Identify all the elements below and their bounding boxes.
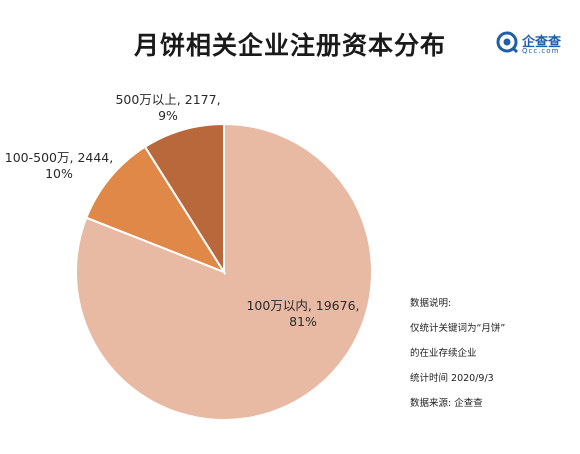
brand-logo: 企查查 Qcc.com xyxy=(496,31,574,57)
slice-label-over-5m-line2: 9% xyxy=(158,108,178,123)
chart-title: 月饼相关企业注册资本分布 xyxy=(133,31,446,60)
notes-scope: 的在业存续企业 xyxy=(410,348,477,359)
slice-label-under-1m-line1: 100万以内, 19676, xyxy=(246,298,360,313)
slice-label-1m-5m: 100-500万, 2444, 10% xyxy=(4,150,114,182)
notes-heading: 数据说明: xyxy=(410,298,452,309)
pie-slice-1m-5m xyxy=(85,145,227,275)
slice-label-1m-5m-line2: 10% xyxy=(45,166,73,181)
brand-name: 企查查 xyxy=(522,35,562,50)
slice-label-over-5m: 500万以上, 2177, 9% xyxy=(108,92,228,124)
notes-source: 数据来源: 企查查 xyxy=(410,398,483,409)
notes-keyword: 仅统计关键词为“月饼” xyxy=(410,323,506,334)
notes-date: 统计时间 2020/9/3 xyxy=(410,373,494,384)
slice-label-under-1m-line2: 81% xyxy=(289,314,317,329)
brand-domain: Qcc.com xyxy=(522,47,560,55)
qcc-logo-icon xyxy=(496,31,518,53)
slice-label-under-1m: 100万以内, 19676, 81% xyxy=(228,298,378,330)
slice-label-1m-5m-line1: 100-500万, 2444, xyxy=(4,150,114,165)
slice-label-over-5m-line1: 500万以上, 2177, xyxy=(115,92,221,107)
pie-slice-over-5m xyxy=(143,122,225,276)
data-notes: 数据说明: 仅统计关键词为“月饼” 的在业存续企业 统计时间 2020/9/3 … xyxy=(410,295,505,420)
